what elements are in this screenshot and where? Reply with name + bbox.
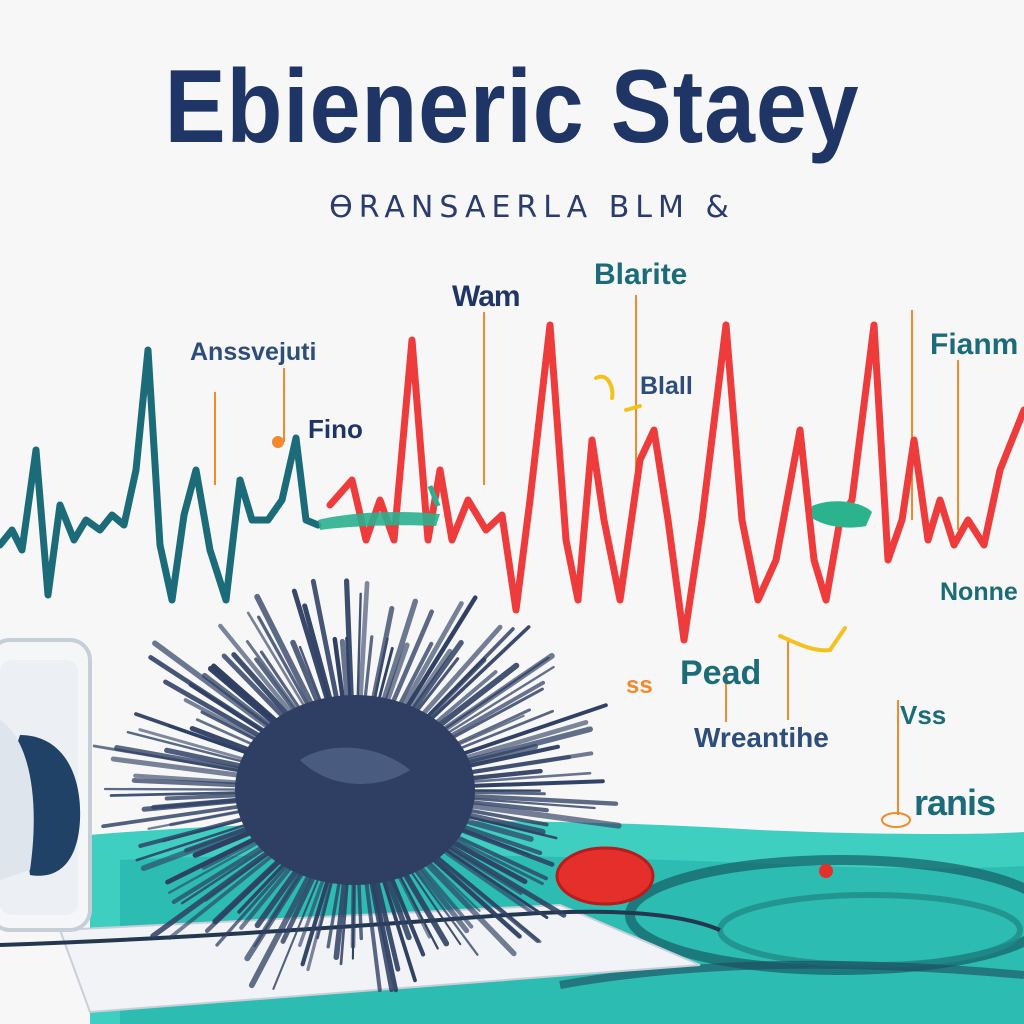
page-subtitle: ƟRANSAERLA BLM & [329, 190, 735, 225]
green-brush-marks [318, 485, 872, 530]
annotation-nonne: Nonne [940, 578, 1018, 606]
page-title: Ebieneric Staey [164, 49, 860, 165]
annotation-vss: Vss [900, 700, 947, 730]
annotation-wam: Wam [452, 280, 521, 313]
annotation-ss: ss [626, 672, 653, 699]
sea-urchin-illustration [92, 578, 622, 993]
annotation-fianm: Fianm [930, 328, 1019, 361]
annotation-fino: Fino [308, 414, 363, 444]
leader-lines [214, 295, 959, 828]
yellow-accents [594, 374, 847, 653]
ecg-trace-teal [0, 346, 322, 604]
medical-device [0, 638, 92, 932]
red-disc [555, 846, 655, 906]
ecg-trace-red [326, 321, 1024, 644]
annotation-blarite: Blarite [594, 258, 688, 291]
annotation-wreantihe: Wreantihe [694, 722, 829, 753]
annotation-ranis: ranis [914, 782, 996, 823]
annotation-pead: Pead [680, 654, 762, 692]
red-dot [819, 864, 833, 878]
annotation-anssvejuti: Anssvejuti [190, 338, 317, 366]
annotation-blall: Blall [640, 372, 693, 400]
